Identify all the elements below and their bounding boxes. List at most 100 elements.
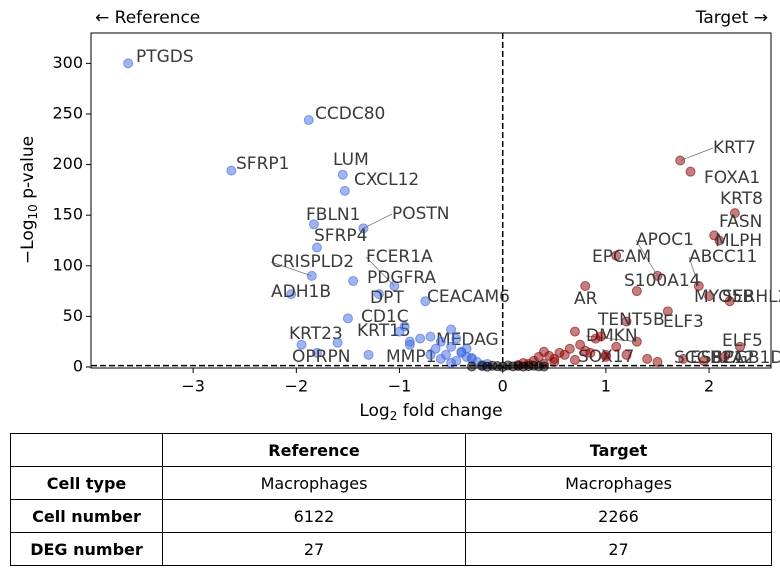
header-right: Target → (695, 8, 768, 28)
data-point (286, 289, 297, 300)
data-point (538, 361, 549, 372)
gene-label: APOC1 (636, 230, 694, 250)
data-point (339, 185, 350, 196)
gene-label: ESRP1 (690, 348, 744, 368)
data-point (226, 165, 237, 176)
plot-frame (90, 32, 772, 369)
data-point (373, 289, 384, 300)
gene-label: CXCL12 (354, 170, 419, 190)
data-point (631, 286, 642, 297)
gene-label: TENT5B (597, 310, 665, 330)
gene-label: MYO5B (694, 287, 754, 307)
data-point (451, 333, 462, 344)
data-point (564, 343, 575, 354)
leader-line (270, 261, 312, 277)
data-point (446, 341, 457, 352)
y-tick-label: 200 (52, 154, 83, 173)
data-point (569, 354, 580, 365)
corner-cell (10, 433, 163, 467)
y-tick-label: 100 (52, 255, 83, 274)
data-point (544, 350, 555, 361)
gene-label: KRT8 (720, 189, 763, 209)
y-tick-label: 300 (52, 53, 83, 72)
cell: Macrophages (465, 466, 772, 500)
x-tick-label: −2 (285, 377, 309, 396)
data-point (311, 347, 322, 358)
data-point (415, 333, 426, 344)
gene-label: CEACAM6 (427, 287, 510, 307)
gene-label: MLPH (715, 231, 762, 251)
data-point (435, 353, 446, 364)
cell: 27 (465, 532, 772, 566)
gene-label: KRT23 (289, 324, 343, 344)
cell: 2266 (465, 499, 772, 533)
table-row: Cell type Macrophages Macrophages (10, 466, 772, 500)
gene-label: FBLN1 (306, 205, 360, 225)
data-point (348, 275, 359, 286)
y-axis-label: −Log10 p-value (18, 136, 40, 264)
gene-label: PDGFRA (367, 268, 436, 288)
data-point (642, 353, 653, 364)
cell: 27 (162, 532, 466, 566)
data-point (332, 337, 343, 348)
row-label: Cell number (10, 499, 163, 533)
y-label-sub: 10 (26, 204, 40, 219)
leader-line (365, 256, 395, 287)
cell: 6122 (162, 499, 466, 533)
header-cell: Reference (162, 433, 466, 467)
leader-line (688, 256, 700, 287)
data-point (446, 324, 457, 335)
gene-label: ADH1B (271, 282, 331, 302)
header-left: ← Reference (95, 8, 200, 28)
gene-label: ELF5 (722, 331, 763, 351)
data-point (580, 281, 591, 292)
gene-label: KRT7 (713, 138, 756, 158)
gene-label: SERHL2 (722, 287, 780, 307)
data-point (308, 219, 319, 230)
gene-label: CCDC80 (315, 104, 385, 124)
gene-label: EPCAM (592, 247, 651, 267)
gene-label: PTGDS (136, 47, 194, 67)
info-table: Reference Target Cell type Macrophages Mac… (10, 433, 772, 566)
leader-line (680, 147, 714, 161)
chart: ← Reference Target → Log2 fold change −L… (18, 8, 780, 423)
data-point (611, 250, 622, 261)
gene-label: FASN (719, 212, 762, 232)
data-point (303, 115, 314, 126)
data-point (420, 296, 431, 307)
table-header: Reference Target (10, 433, 772, 467)
data-point (311, 242, 322, 253)
x-label-sub: 2 (390, 409, 398, 423)
data-point (435, 336, 446, 347)
y-tick-label: 50 (63, 306, 83, 325)
x-tick-label: −3 (181, 377, 205, 396)
gene-label: OPRPN (292, 347, 350, 367)
data-point (585, 347, 596, 358)
y-tick-label: 0 (73, 356, 83, 375)
data-point (600, 351, 611, 362)
data-point (337, 169, 348, 180)
data-point (404, 339, 415, 350)
y-label-text: −Log (18, 219, 38, 264)
gene-label: MMP1 (386, 347, 436, 367)
gene-label: DPT (370, 288, 404, 308)
data-point (724, 296, 735, 307)
data-point (466, 361, 477, 372)
data-point (611, 341, 622, 352)
y-tick-label: 250 (52, 103, 83, 122)
x-tick-label: 2 (704, 377, 714, 396)
gene-label: SFRP4 (314, 226, 367, 246)
table-row: Cell number 6122 2266 (10, 499, 772, 533)
x-tick-label: 0 (498, 377, 508, 396)
gene-label: FOXA1 (704, 168, 760, 188)
gene-label: FCER1A (366, 247, 433, 267)
data-point (569, 326, 580, 337)
header-cell: Target (465, 433, 772, 467)
gene-label: CRISPLD2 (271, 252, 354, 272)
data-point (714, 235, 725, 246)
table-row: DEG number 27 27 (10, 532, 772, 566)
gene-label: ELF3 (663, 312, 704, 332)
data-point (678, 353, 689, 364)
y-tick-label: 150 (52, 205, 83, 224)
